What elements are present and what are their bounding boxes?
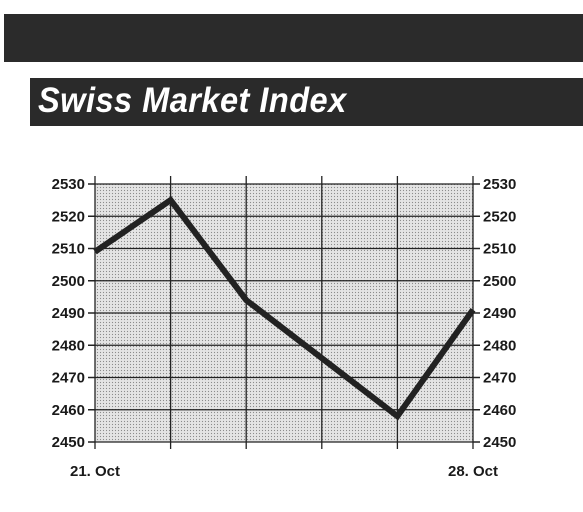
y-tick-label-right: 2480 bbox=[483, 337, 516, 354]
title-bar: Swiss Market Index bbox=[30, 78, 583, 126]
y-tick-label-left: 2490 bbox=[52, 305, 85, 322]
chart-title: Swiss Market Index bbox=[38, 81, 347, 120]
x-tick-label: 21. Oct bbox=[70, 463, 120, 480]
x-tick-label: 28. Oct bbox=[448, 463, 498, 480]
axes: 2450 2450 2460 2460 2470 2470 2480 2480 2490 2490… bbox=[52, 176, 517, 480]
y-tick-label-left: 2530 bbox=[52, 176, 85, 193]
y-tick-label-left: 2510 bbox=[52, 241, 85, 258]
y-tick-label-left: 2470 bbox=[52, 370, 85, 387]
y-tick-label-right: 2460 bbox=[483, 402, 516, 419]
y-tick-label-left: 2480 bbox=[52, 337, 85, 354]
y-tick-label-right: 2520 bbox=[483, 208, 516, 225]
y-tick-label-right: 2500 bbox=[483, 273, 516, 290]
y-tick-label-right: 2450 bbox=[483, 434, 516, 451]
y-tick-label-right: 2510 bbox=[483, 241, 516, 258]
series bbox=[93, 196, 476, 421]
y-tick-label-right: 2470 bbox=[483, 370, 516, 387]
y-tick-label-left: 2460 bbox=[52, 402, 85, 419]
y-tick-label-right: 2490 bbox=[483, 305, 516, 322]
y-tick-label-left: 2450 bbox=[52, 434, 85, 451]
y-tick-label-left: 2500 bbox=[52, 273, 85, 290]
y-tick-label-right: 2530 bbox=[483, 176, 516, 193]
y-tick-label-left: 2520 bbox=[52, 208, 85, 225]
gridlines bbox=[94, 176, 474, 449]
series-line bbox=[93, 196, 476, 421]
header-band bbox=[4, 14, 583, 62]
